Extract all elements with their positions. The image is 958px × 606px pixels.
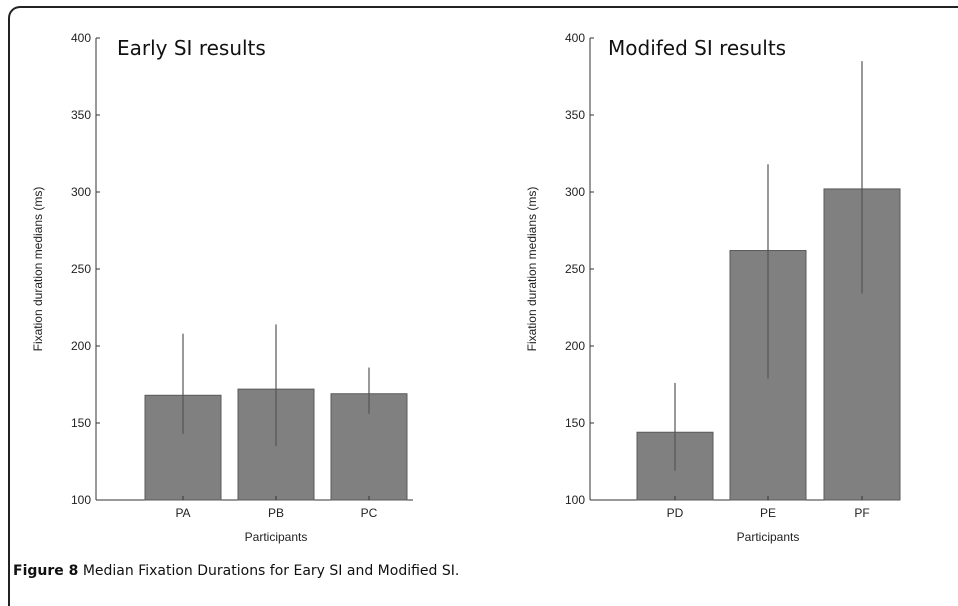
y-tick-label: 400 bbox=[565, 31, 585, 45]
x-tick-label: PE bbox=[760, 506, 776, 520]
figure-charts: 100 150 200 250 300 350 400 PA PB PC Early SI resu… bbox=[31, 31, 901, 544]
y-axis-label: Fixation duration medians (ms) bbox=[525, 187, 539, 352]
figure-frame bbox=[8, 6, 958, 606]
x-axis-label: Participants bbox=[245, 530, 308, 544]
y-tick-label: 150 bbox=[565, 416, 585, 430]
y-tick-label: 400 bbox=[71, 31, 91, 45]
x-tick-label: PB bbox=[268, 506, 284, 520]
y-axis-label: Fixation duration medians (ms) bbox=[31, 187, 45, 352]
chart-title: Modifed SI results bbox=[608, 36, 786, 60]
y-tick-label: 350 bbox=[565, 108, 585, 122]
chart-1: 100 150 200 250 300 350 400 PA PB PC Early SI resu… bbox=[31, 31, 413, 544]
caption-text: Median Fixation Durations for Eary SI an… bbox=[82, 563, 455, 579]
x-tick-label: PD bbox=[667, 506, 684, 520]
caption-period: . bbox=[454, 563, 460, 579]
chart-2: 100 150 200 250 300 350 400 PD PE PF Modifed SI re… bbox=[525, 31, 901, 544]
y-tick-label: 100 bbox=[565, 493, 585, 507]
y-tick-label: 300 bbox=[71, 185, 91, 199]
figure-label: Figure 8 bbox=[13, 563, 79, 579]
figure-caption: Figure 8 Median Fixation Durations for E… bbox=[13, 563, 459, 579]
x-axis-label: Participants bbox=[737, 530, 800, 544]
y-tick-label: 250 bbox=[71, 262, 91, 276]
x-tick-label: PA bbox=[175, 506, 190, 520]
y-tick-label: 350 bbox=[71, 108, 91, 122]
y-tick-label: 200 bbox=[565, 339, 585, 353]
y-tick-label: 150 bbox=[71, 416, 91, 430]
y-tick-label: 200 bbox=[71, 339, 91, 353]
y-tick-label: 250 bbox=[565, 262, 585, 276]
y-tick-label: 300 bbox=[565, 185, 585, 199]
chart-title: Early SI results bbox=[117, 36, 266, 60]
x-tick-label: PC bbox=[361, 506, 378, 520]
y-tick-label: 100 bbox=[71, 493, 91, 507]
x-tick-label: PF bbox=[854, 506, 869, 520]
